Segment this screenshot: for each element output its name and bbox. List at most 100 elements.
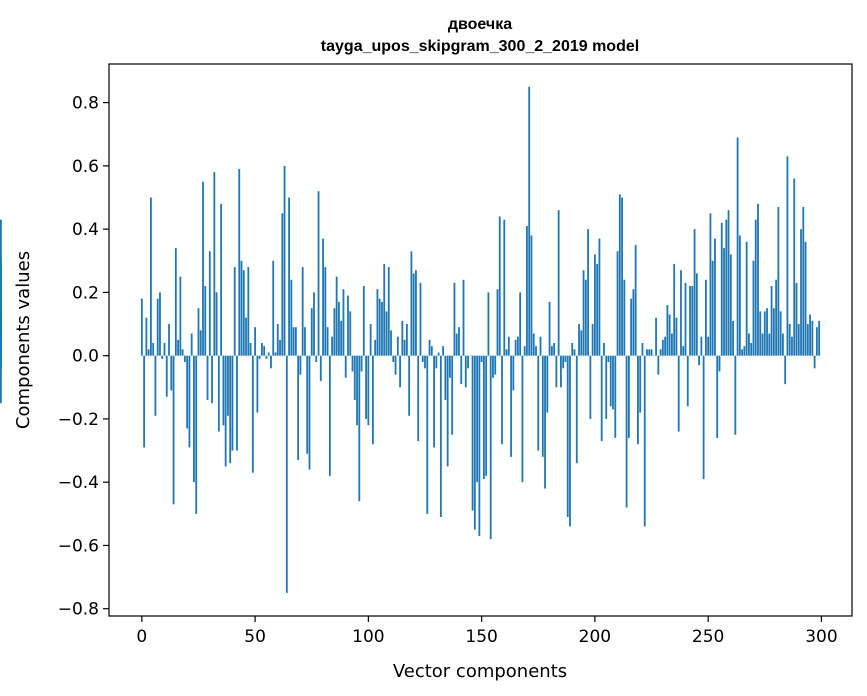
bar-98 [362,286,365,356]
bar-231 [664,336,667,356]
x-tick-label: 250 [692,627,724,647]
bar-170 [526,225,528,356]
bar-291 [800,229,802,356]
bar-198 [589,355,592,419]
x-axis-label: Vector components [393,661,567,682]
bar-31 [211,355,213,404]
bar-19 [183,355,186,362]
x-tick-label: 50 [244,627,266,647]
x-axis: 0 50 100 150 200 250 300 [136,616,838,647]
bar-208 [612,355,614,410]
y-tick-label: −0.2 [58,410,99,430]
bar-163 [510,355,512,457]
bar-42 [236,355,238,451]
bar-74 [308,355,311,470]
bar-151 [482,355,485,480]
bar-46 [245,317,247,356]
bar-188 [566,355,569,517]
bar-206 [607,355,610,362]
bar-174 [535,346,537,356]
bar-234 [671,333,673,356]
bar-7 [156,298,159,356]
bar-159 [501,355,503,445]
bar-205 [605,355,608,419]
bar-275 [763,311,766,356]
bar-61 [279,339,281,356]
bar-20 [186,355,189,429]
x-tick-label: 150 [465,627,497,647]
bar-26 [199,330,202,356]
bar-186 [562,355,565,369]
bar-132 [439,355,442,517]
bar-166 [516,336,519,356]
bar-219 [637,355,639,445]
bar-136 [449,355,451,378]
bar-86 [335,276,338,356]
bar-117 [405,324,408,356]
bar-79 [319,355,322,381]
bar-68 [294,327,297,356]
bar-257 [723,248,725,356]
bar-60 [276,324,279,356]
bar-254 [716,355,719,438]
bar-280 [775,279,778,356]
bar-104 [376,289,379,356]
bar-272 [757,203,759,356]
bar-274 [761,333,764,356]
bar-210 [616,251,619,356]
bar-281 [777,206,780,356]
bar-190 [571,343,574,356]
bar-228 [657,355,660,375]
bar-59 [274,352,277,356]
bar-265 [741,349,744,356]
bar-267 [745,241,748,356]
x-tick-label: 100 [352,627,384,647]
bar-262 [734,355,737,435]
bar-287 [791,336,793,356]
bar-297 [813,355,816,369]
bar-157 [496,289,499,356]
bar-142 [462,279,465,356]
bar-189 [569,355,571,527]
bar-217 [632,289,635,356]
bar-251 [709,213,712,356]
y-tick-label: 0.0 [72,347,99,367]
bar-293 [804,241,807,356]
bar-204 [603,343,605,356]
bar-183 [555,355,558,388]
bar-156 [494,355,497,375]
bar-23 [193,355,195,483]
bar-6 [154,355,157,416]
bar-247 [700,336,703,356]
bar-34 [217,355,220,432]
bar-94 [353,355,356,400]
bar-56 [267,352,270,356]
bar-63 [283,165,286,356]
y-tick-label: −0.6 [58,536,99,556]
bar-82 [326,327,329,356]
bar-158 [498,216,501,356]
bar-126 [426,355,429,514]
bar-undefined [0,311,2,356]
bar-103 [374,339,377,356]
bar-259 [727,210,730,356]
bar-108 [385,311,388,356]
bar-75 [310,308,313,356]
bar-160 [503,219,506,356]
bar-223 [646,349,648,356]
bar-184 [557,210,560,356]
y-tick-label: 0.8 [72,94,99,114]
bar-48 [249,343,252,356]
bar-222 [643,355,646,527]
bar-244 [693,229,696,356]
bar-123 [419,282,422,356]
bar-52 [258,355,261,359]
bar-295 [809,314,811,356]
bar-195 [582,270,585,356]
bar-147 [473,355,476,530]
bar-141 [460,355,463,385]
bar-232 [666,305,669,356]
bar-149 [478,355,481,536]
bar-230 [661,339,664,356]
